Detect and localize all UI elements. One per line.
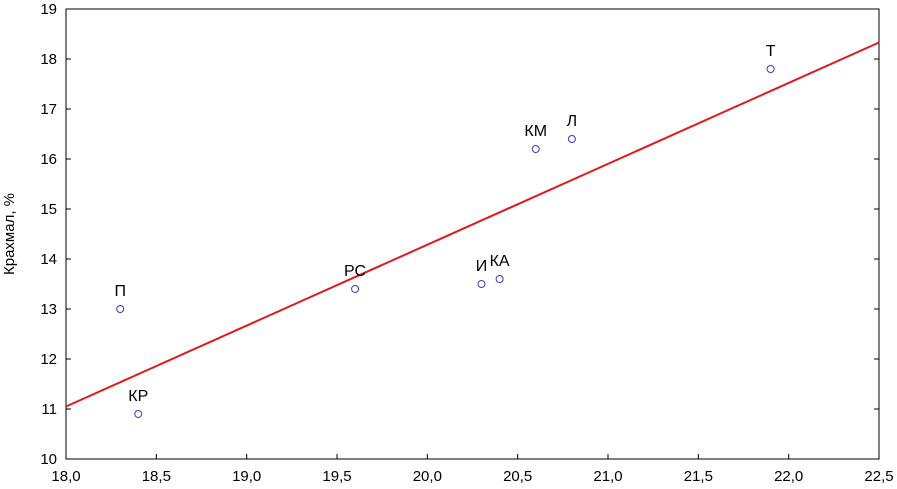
point-label: КР [128, 388, 148, 405]
y-tick-label: 18 [40, 51, 57, 68]
point-label: Л [567, 113, 578, 130]
x-tick-label: 22,5 [864, 468, 893, 485]
data-point [116, 305, 125, 313]
x-tick-label: 18,5 [142, 468, 171, 485]
data-point [134, 410, 143, 418]
data-point [531, 145, 540, 153]
point-label: КМ [524, 123, 547, 140]
y-tick-label: 15 [40, 201, 57, 218]
y-tick-label: 19 [40, 1, 57, 18]
y-tick-label: 17 [40, 101, 57, 118]
x-tick-label: 21,5 [684, 468, 713, 485]
data-point [766, 65, 775, 73]
x-tick-label: 22,0 [774, 468, 803, 485]
x-tick-label: 20,0 [413, 468, 442, 485]
point-label: Т [766, 43, 776, 60]
x-tick-label: 21,0 [593, 468, 622, 485]
y-tick-label: 16 [40, 151, 57, 168]
axis-ticks: 18,0 18,5 19,0 19,5 20,0 20,5 21,0 21,5 22,0 22,5… [40, 1, 893, 485]
regression-line [65, 41, 880, 408]
y-tick-label: 11 [41, 401, 57, 418]
point-label: РС [344, 263, 366, 280]
x-tick-label: 20,5 [503, 468, 532, 485]
data-point [477, 280, 486, 288]
point-label: П [114, 283, 126, 300]
data-point [351, 285, 360, 293]
point-label: КА [490, 253, 510, 270]
plot-area [65, 8, 880, 460]
y-axis-label: Крахмал, % [1, 193, 18, 275]
x-tick-label: 19,5 [322, 468, 351, 485]
regression-layer [65, 41, 880, 408]
points-layer: П КР РС И КА КМ Л Т [114, 43, 776, 418]
point-label: И [476, 258, 488, 275]
y-tick-label: 14 [40, 251, 57, 268]
data-point [495, 275, 504, 283]
x-tick-label: 19,0 [232, 468, 261, 485]
y-tick-label: 13 [40, 301, 57, 318]
x-tick-label: 18,0 [51, 468, 80, 485]
y-tick-label: 10 [40, 451, 57, 468]
data-point [567, 135, 576, 143]
y-tick-label: 12 [40, 351, 57, 368]
